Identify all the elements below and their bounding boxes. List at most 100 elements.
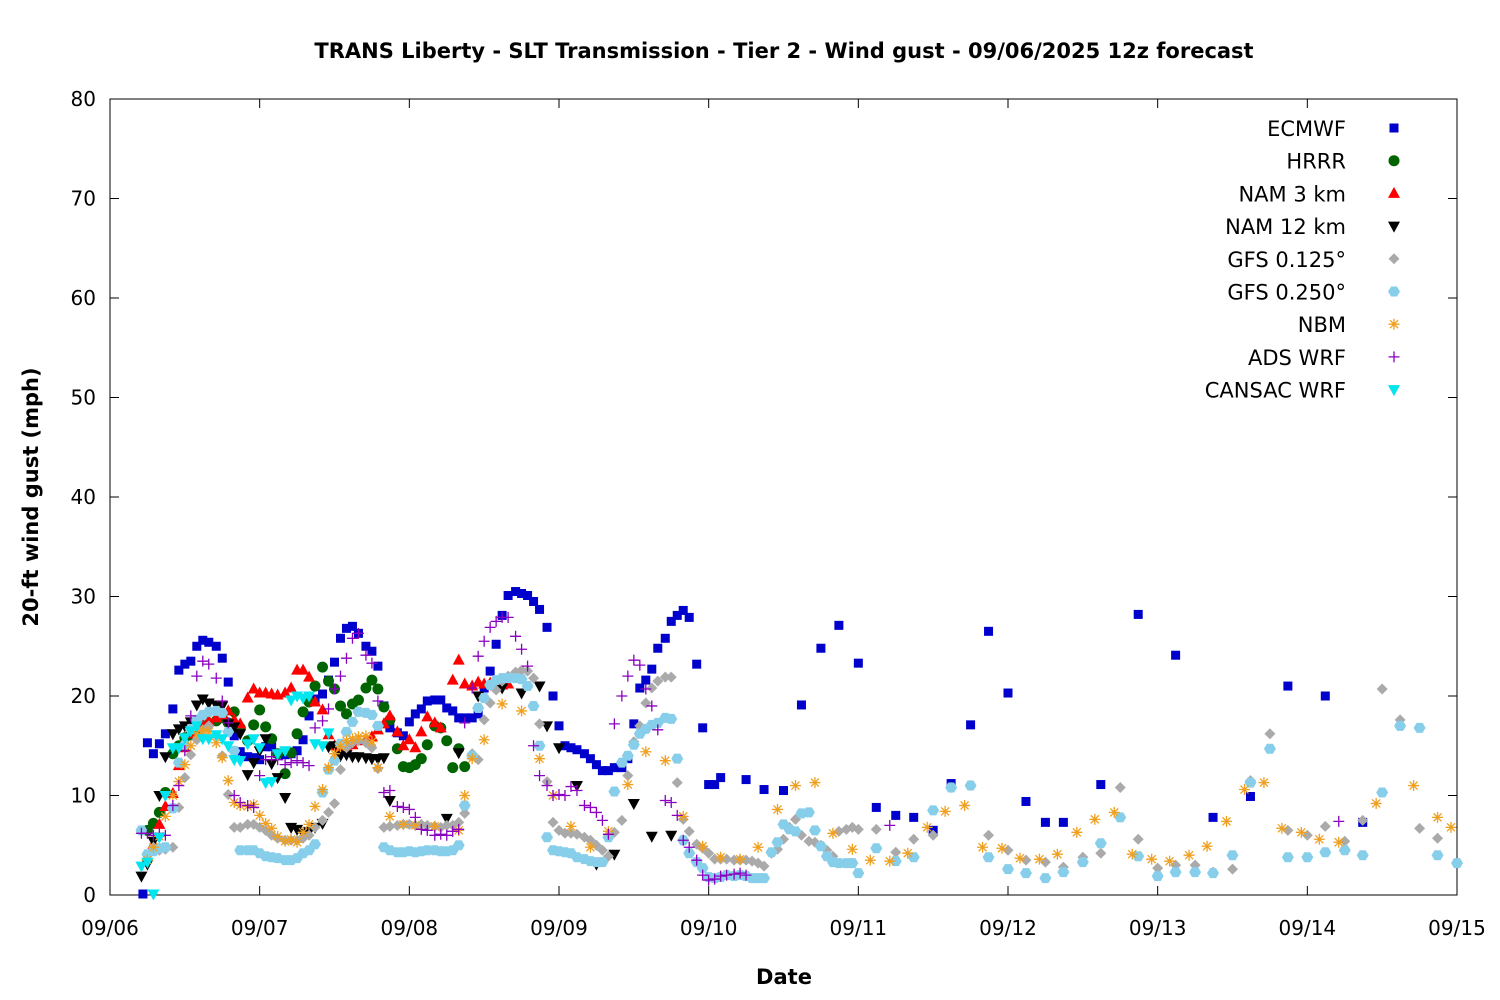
data-point-ecmwf [1003, 688, 1013, 698]
data-point-ecmwf [436, 695, 446, 705]
data-point-gfs-0-250 [907, 852, 920, 863]
data-point-ecmwf [741, 775, 751, 785]
data-point-gfs-0-125 [1227, 863, 1238, 875]
data-point-gfs-0-250 [1451, 858, 1463, 869]
data-point-nam-3-km [383, 709, 396, 721]
data-point-gfs-0-250 [1169, 867, 1182, 878]
data-point-ecmwf [1283, 681, 1293, 691]
data-point-cansac-wrf [322, 728, 335, 740]
data-point-ecmwf [966, 720, 976, 730]
data-point-ads-wrf [248, 801, 260, 813]
data-point-cansac-wrf [190, 721, 203, 733]
data-point-nbm [228, 796, 240, 808]
data-point-nbm [366, 736, 378, 748]
data-point-gfs-0-250 [1281, 852, 1294, 863]
data-point-hrrr [447, 762, 459, 774]
data-point-nam-3-km [303, 670, 316, 682]
data-point-ecmwf [704, 780, 714, 790]
legend-label-ecmwf: ECMWF [1267, 117, 1346, 141]
data-point-nbm [622, 779, 634, 791]
data-point-gfs-0-250 [1338, 845, 1351, 856]
data-point-gfs-0-250 [1356, 850, 1369, 861]
data-point-ecmwf [261, 742, 271, 752]
data-point-gfs-0-250 [527, 700, 540, 711]
data-point-nbm [185, 740, 197, 752]
data-point-ads-wrf [222, 717, 234, 729]
data-point-ecmwf [660, 633, 670, 643]
data-point-ads-wrf [409, 811, 421, 823]
data-point-ecmwf [1021, 796, 1031, 806]
data-point-gfs-0-250 [789, 826, 802, 837]
data-point-nbm [921, 821, 933, 833]
data-point-nbm [516, 705, 528, 717]
data-point-gfs-0-250 [541, 832, 554, 843]
data-point-ecmwf [160, 729, 170, 739]
data-point-gfs-0-125 [709, 853, 721, 865]
data-point-ads-wrf [559, 790, 571, 801]
data-point-gfs-0-125 [547, 816, 559, 828]
data-point-cansac-wrf [153, 832, 166, 844]
data-point-gfs-0-250 [1207, 868, 1220, 879]
data-point-ecmwf [168, 704, 178, 714]
data-point-ads-wrf [734, 867, 746, 879]
data-point-ads-wrf [167, 799, 179, 811]
data-point-gfs-0-250 [1376, 787, 1389, 798]
y-tick-label: 60 [71, 286, 96, 310]
data-point-gfs-0-125 [1114, 782, 1126, 794]
data-point-cansac-wrf [253, 743, 266, 755]
data-point-ads-wrf [683, 841, 695, 853]
data-point-ecmwf [517, 589, 527, 599]
legend-label-cansac-wrf: CANSAC WRF [1205, 379, 1346, 403]
legend-label-gfs-0-250: GFS 0.250° [1227, 281, 1346, 305]
data-point-ads-wrf [578, 799, 590, 811]
data-point-nam-12-km [440, 813, 453, 825]
data-point-ads-wrf [571, 785, 583, 797]
legend-marker-nam-12-km [1388, 221, 1400, 233]
data-point-cansac-wrf [265, 777, 278, 789]
data-point-gfs-0-125 [167, 841, 179, 853]
data-point-gfs-0-125 [1357, 814, 1369, 826]
data-point-ecmwf [204, 637, 214, 647]
data-point-gfs-0-125 [665, 671, 677, 683]
data-point-ads-wrf [391, 800, 403, 812]
data-point-cansac-wrf [279, 746, 292, 758]
data-point-gfs-0-250 [964, 780, 977, 791]
data-point-gfs-0-125 [1319, 820, 1331, 832]
data-point-nbm [260, 817, 272, 829]
data-point-nbm [846, 843, 858, 855]
y-tick-label: 10 [71, 784, 96, 808]
data-point-ads-wrf [510, 630, 522, 642]
data-point-ads-wrf [254, 770, 266, 782]
data-point-ecmwf [255, 755, 265, 765]
data-point-cansac-wrf [271, 749, 284, 761]
data-point-ads-wrf [584, 801, 596, 813]
data-point-hrrr [378, 701, 390, 713]
data-point-nbm [659, 755, 671, 767]
data-point-gfs-0-250 [1094, 838, 1107, 849]
data-point-gfs-0-125 [1414, 822, 1426, 834]
data-point-ecmwf [1058, 817, 1068, 827]
legend-label-gfs-0-125: GFS 0.125° [1227, 248, 1346, 272]
data-point-nbm [272, 830, 284, 842]
data-point-nbm [1071, 826, 1083, 838]
data-point-cansac-wrf [135, 861, 148, 873]
data-point-nbm [1183, 849, 1195, 861]
data-point-nam-12-km [291, 824, 304, 836]
data-point-cansac-wrf [216, 734, 229, 746]
data-point-gfs-0-125 [528, 672, 540, 684]
data-point-ads-wrf [397, 801, 409, 813]
data-point-ads-wrf [191, 670, 203, 682]
data-point-ads-wrf [1333, 815, 1345, 827]
data-point-nbm [297, 826, 309, 838]
data-point-gfs-0-250 [1189, 867, 1202, 878]
data-point-nam-12-km [172, 724, 185, 736]
x-tick-label: 09/11 [830, 916, 888, 940]
data-point-gfs-0-250 [478, 692, 491, 703]
x-tick-label: 09/15 [1428, 916, 1486, 940]
data-point-gfs-0-250 [1002, 864, 1014, 875]
data-point-gfs-0-250 [802, 807, 815, 818]
data-point-ads-wrf [352, 627, 364, 639]
data-point-ads-wrf [459, 717, 471, 729]
data-point-gfs-0-250 [1413, 722, 1426, 733]
y-tick-label: 40 [71, 485, 96, 509]
